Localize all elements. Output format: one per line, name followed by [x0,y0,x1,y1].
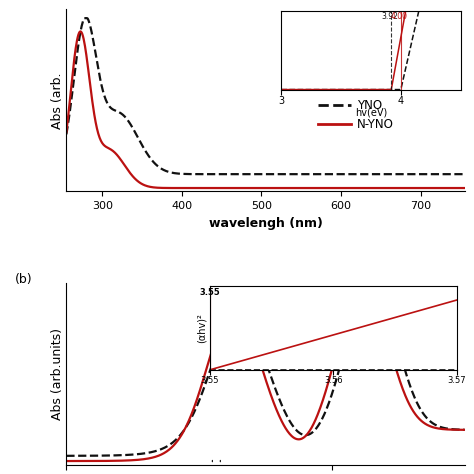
YNO [331,171,337,177]
Legend: YNO, N-YNO: YNO, N-YNO [314,94,399,136]
N-YNO [300,185,305,191]
Y-axis label: Abs (arb.: Abs (arb. [51,72,64,129]
YNO [288,171,294,177]
N-YNO [462,185,467,191]
Line: N-YNO: N-YNO [66,31,465,188]
N-YNO [246,185,251,191]
YNO [462,171,467,177]
YNO [365,171,370,177]
YNO [82,15,88,21]
N-YNO [77,28,83,34]
N-YNO [64,129,69,135]
YNO [244,171,250,177]
Line: YNO: YNO [66,18,465,174]
N-YNO [365,185,370,191]
YNO [300,171,305,177]
N-YNO [331,185,337,191]
N-YNO [135,178,140,184]
N-YNO [244,185,250,191]
N-YNO [166,185,172,191]
YNO [64,131,69,137]
YNO [166,169,172,175]
Y-axis label: Abs (arb.units): Abs (arb.units) [51,328,64,419]
X-axis label: wavelengh (nm): wavelengh (nm) [209,217,322,230]
YNO [135,134,140,139]
Text: (b): (b) [15,273,32,286]
